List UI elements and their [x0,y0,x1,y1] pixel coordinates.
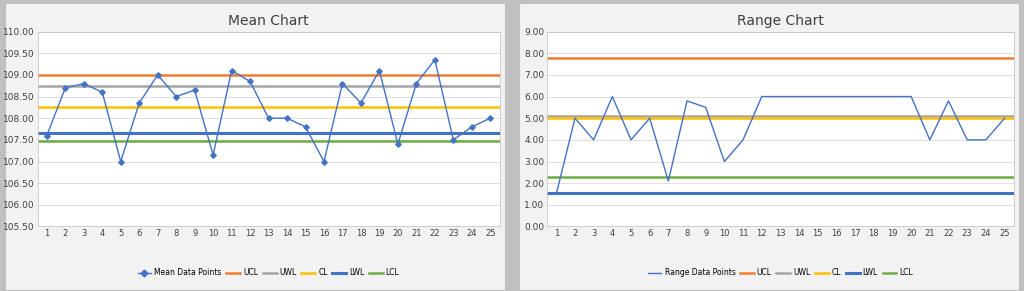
Legend: Range Data Points, UCL, UWL, CL, LWL, LCL: Range Data Points, UCL, UWL, CL, LWL, LC… [645,265,916,281]
Legend: Mean Data Points, UCL, UWL, CL, LWL, LCL: Mean Data Points, UCL, UWL, CL, LWL, LCL [134,265,402,281]
Title: Mean Chart: Mean Chart [228,14,309,28]
Title: Range Chart: Range Chart [737,14,824,28]
